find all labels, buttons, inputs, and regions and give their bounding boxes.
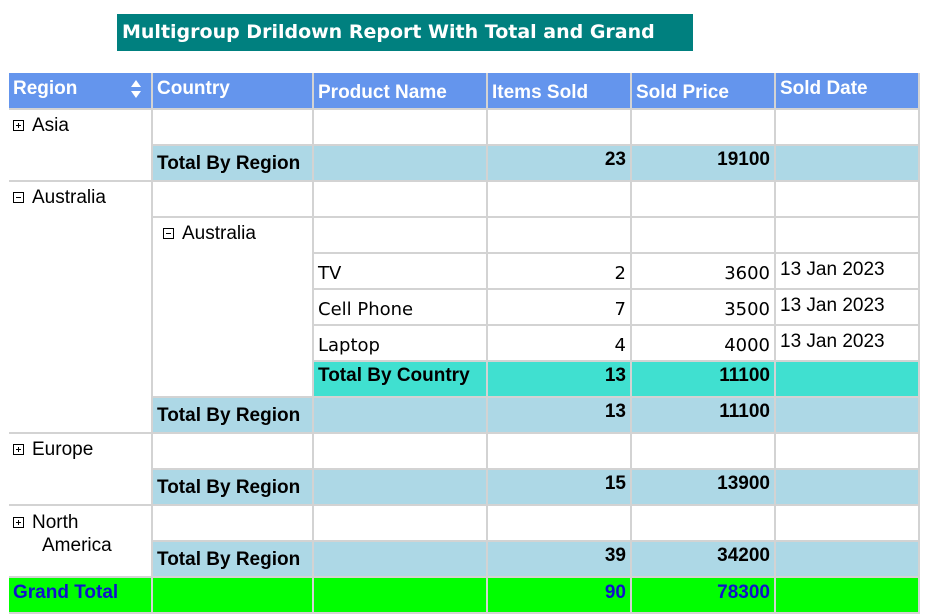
empty-cell (632, 218, 776, 254)
empty-cell (632, 506, 776, 542)
empty-cell (488, 110, 632, 146)
collapse-icon[interactable] (13, 192, 24, 204)
sort-icon[interactable] (131, 80, 141, 98)
region-name-line2: America (42, 535, 112, 556)
empty-cell (488, 182, 632, 218)
column-header-product: Product Name (314, 73, 488, 110)
empty-cell (776, 110, 920, 146)
region-total-empty (776, 470, 920, 506)
product-name: TV (314, 254, 488, 290)
region-total-price: 13900 (632, 470, 776, 506)
empty-cell (153, 506, 314, 542)
grand-total-empty (776, 578, 920, 614)
region-total-empty (776, 146, 920, 182)
expand-icon[interactable] (13, 120, 24, 132)
product-items: 7 (488, 290, 632, 326)
empty-cell (632, 110, 776, 146)
country-total-label: Total By Country (314, 362, 488, 398)
column-header-sold-price: Sold Price (632, 73, 776, 110)
region-cell-australia: Australia (9, 182, 153, 434)
region-name: Europe (32, 439, 94, 460)
empty-cell (488, 434, 632, 470)
region-cell-north-america: North America (9, 506, 153, 578)
empty-cell (488, 218, 632, 254)
region-total-label: Total By Region (153, 146, 314, 182)
empty-cell (632, 182, 776, 218)
country-name: Australia (182, 223, 256, 244)
region-name-line1: North (32, 512, 79, 533)
product-date: 13 Jan 2023 (776, 254, 920, 290)
empty-cell (314, 182, 488, 218)
expand-icon[interactable] (13, 444, 24, 456)
region-total-label: Total By Region (153, 542, 314, 578)
column-header-items-sold: Items Sold (488, 73, 632, 110)
region-total-label: Total By Region (153, 470, 314, 506)
region-total-empty (314, 146, 488, 182)
product-name: Laptop (314, 326, 488, 362)
country-total-price: 11100 (632, 362, 776, 398)
product-date: 13 Jan 2023 (776, 326, 920, 362)
region-name: Australia (32, 187, 106, 208)
column-header-country: Country (153, 73, 314, 110)
grand-total-empty (153, 578, 314, 614)
column-header-sold-date-label: Sold Date (780, 78, 868, 99)
collapse-icon[interactable] (163, 228, 174, 240)
empty-cell (776, 434, 920, 470)
grand-total-items: 90 (488, 578, 632, 614)
grand-total-label: Grand Total (9, 578, 153, 614)
empty-cell (488, 506, 632, 542)
country-total-items: 13 (488, 362, 632, 398)
region-total-empty (776, 542, 920, 578)
empty-cell (632, 434, 776, 470)
product-name: Cell Phone (314, 290, 488, 326)
region-total-empty (776, 398, 920, 434)
region-total-items: 39 (488, 542, 632, 578)
product-date: 13 Jan 2023 (776, 290, 920, 326)
region-total-items: 15 (488, 470, 632, 506)
empty-cell (314, 434, 488, 470)
region-total-items: 23 (488, 146, 632, 182)
region-total-price: 19100 (632, 146, 776, 182)
column-header-region-label: Region (13, 78, 78, 99)
grand-total-empty (314, 578, 488, 614)
region-total-empty (314, 542, 488, 578)
empty-cell (776, 506, 920, 542)
column-header-items-sold-label: Items Sold (492, 82, 589, 103)
region-total-empty (314, 470, 488, 506)
column-header-country-label: Country (157, 78, 230, 99)
region-total-price: 11100 (632, 398, 776, 434)
column-header-sold-price-label: Sold Price (636, 82, 729, 103)
product-price: 4000 (632, 326, 776, 362)
empty-cell (153, 434, 314, 470)
empty-cell (153, 110, 314, 146)
product-price: 3600 (632, 254, 776, 290)
empty-cell (776, 182, 920, 218)
country-cell-australia: Australia (153, 218, 314, 398)
country-total-empty (776, 362, 920, 398)
product-price: 3500 (632, 290, 776, 326)
column-header-product-label: Product Name (318, 82, 447, 103)
empty-cell (776, 218, 920, 254)
product-items: 4 (488, 326, 632, 362)
product-items: 2 (488, 254, 632, 290)
region-total-items: 13 (488, 398, 632, 434)
region-cell-europe: Europe (9, 434, 153, 506)
empty-cell (314, 218, 488, 254)
empty-cell (314, 506, 488, 542)
region-total-empty (314, 398, 488, 434)
region-total-price: 34200 (632, 542, 776, 578)
region-total-label: Total By Region (153, 398, 314, 434)
grand-total-price: 78300 (632, 578, 776, 614)
report-title: Multigroup Drildown Report With Total an… (117, 14, 693, 80)
region-name: Asia (32, 115, 69, 136)
empty-cell (153, 182, 314, 218)
expand-icon[interactable] (13, 517, 24, 529)
region-cell-asia: Asia (9, 110, 153, 182)
empty-cell (314, 110, 488, 146)
column-header-region[interactable]: Region (9, 73, 153, 110)
column-header-sold-date: Sold Date (776, 73, 920, 110)
